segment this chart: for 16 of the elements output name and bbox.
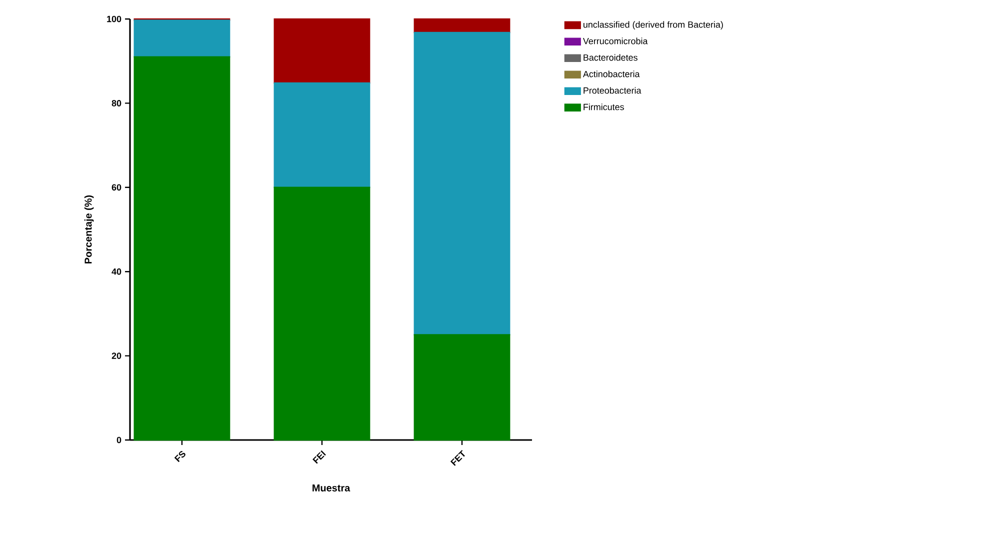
x-tick-label: FS xyxy=(174,451,186,462)
y-axis-title: Porcentaje (%) xyxy=(84,195,94,264)
legend-label: Verrucomicrobia xyxy=(582,38,648,44)
y-tick-label: 0 xyxy=(116,436,122,444)
y-tick-label: 40 xyxy=(112,268,122,275)
y-tick-label: 20 xyxy=(112,352,122,359)
legend-label: Proteobacteria xyxy=(584,87,642,94)
legend-label: Firmicutes xyxy=(584,104,624,110)
y-tick-label: 60 xyxy=(112,184,122,191)
legend-label: Bacteroidetes xyxy=(584,54,638,61)
x-tick-label: FEI xyxy=(312,450,326,464)
y-tick-label: 100 xyxy=(107,16,122,22)
y-tick-label: 80 xyxy=(112,100,122,106)
legend-label: Actinobacteria xyxy=(582,70,640,78)
x-axis-title: Muestra xyxy=(312,484,350,492)
legend-label: unclassified (derived from Bacteria) xyxy=(584,21,723,30)
